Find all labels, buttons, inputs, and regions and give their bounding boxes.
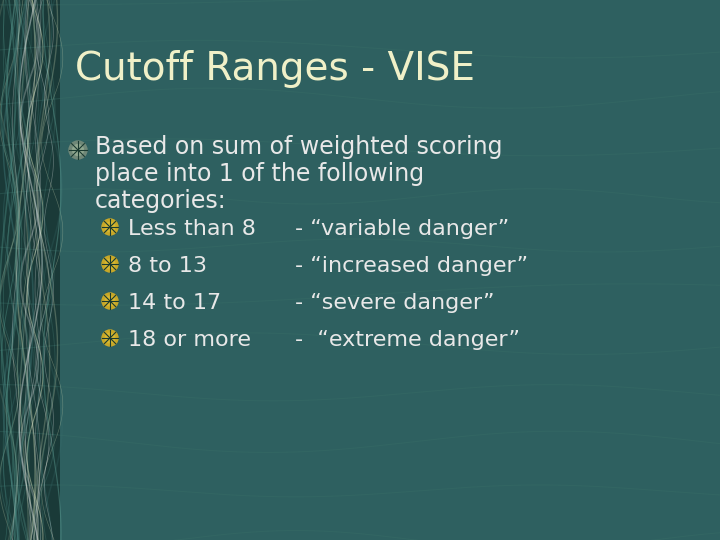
Circle shape — [102, 330, 118, 346]
Text: place into 1 of the following: place into 1 of the following — [95, 162, 424, 186]
Text: 8 to 13: 8 to 13 — [128, 256, 207, 276]
Bar — [0, 0, 60, 540]
Text: -  “extreme danger”: - “extreme danger” — [295, 330, 520, 350]
Circle shape — [102, 256, 118, 272]
Circle shape — [73, 145, 84, 156]
Text: - “variable danger”: - “variable danger” — [295, 219, 509, 239]
Circle shape — [102, 219, 118, 235]
Text: Based on sum of weighted scoring: Based on sum of weighted scoring — [95, 135, 503, 159]
Circle shape — [105, 259, 114, 269]
Text: 18 or more: 18 or more — [128, 330, 251, 350]
Text: categories:: categories: — [95, 189, 227, 213]
Text: - “increased danger”: - “increased danger” — [295, 256, 528, 276]
Text: Cutoff Ranges - VISE: Cutoff Ranges - VISE — [75, 50, 475, 88]
Text: 14 to 17: 14 to 17 — [128, 293, 221, 313]
Circle shape — [102, 293, 118, 309]
Text: Less than 8: Less than 8 — [128, 219, 256, 239]
Text: - “severe danger”: - “severe danger” — [295, 293, 495, 313]
Circle shape — [105, 222, 114, 232]
Circle shape — [69, 141, 87, 159]
Circle shape — [105, 333, 114, 343]
Circle shape — [105, 296, 114, 306]
